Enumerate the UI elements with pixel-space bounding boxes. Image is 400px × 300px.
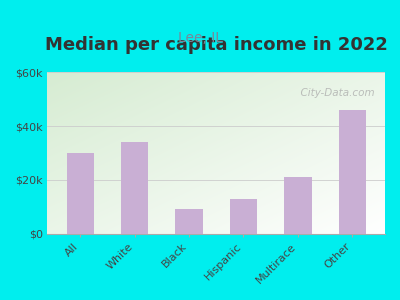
- Bar: [121, 142, 148, 234]
- Text: City-Data.com: City-Data.com: [294, 88, 374, 98]
- Bar: [66, 153, 94, 234]
- Text: Lee, IL: Lee, IL: [178, 32, 222, 46]
- Bar: [230, 199, 257, 234]
- Bar: [284, 177, 312, 234]
- Bar: [339, 110, 366, 234]
- Title: Median per capita income in 2022: Median per capita income in 2022: [45, 36, 388, 54]
- Bar: [176, 209, 203, 234]
